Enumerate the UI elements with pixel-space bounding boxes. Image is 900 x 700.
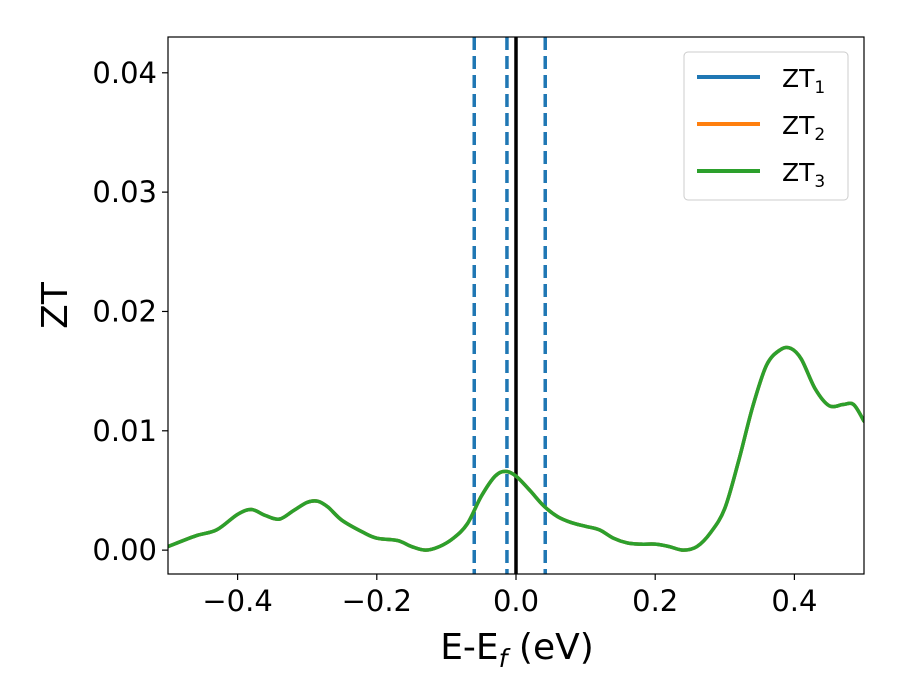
y-axis-label: ZT	[35, 281, 76, 329]
legend-label-2: ZT2	[782, 111, 825, 145]
series-lines	[168, 345, 864, 552]
x-axis-label: E-Ef (eV)	[440, 627, 594, 673]
legend: ZT1 ZT2 ZT3	[683, 51, 849, 201]
legend-box	[683, 51, 849, 201]
y-tick-label: 0.01	[92, 414, 157, 448]
x-tick-label: 0.4	[771, 584, 817, 618]
x-tick-label: −0.2	[342, 584, 412, 618]
y-tick-label: 0.03	[92, 175, 157, 209]
legend-entry-3: ZT3	[697, 158, 825, 192]
y-tick-label: 0.02	[92, 294, 157, 328]
reference-lines	[472, 37, 547, 574]
y-tick-label: 0.00	[92, 533, 157, 567]
x-tick-label: 0.0	[493, 584, 539, 618]
legend-label-1: ZT1	[782, 64, 825, 98]
series-line-zt3	[168, 345, 864, 552]
x-axis-ticks: −0.4 −0.2 0.0 0.2 0.4	[202, 574, 817, 618]
x-axis-label-main: E-E	[440, 627, 498, 668]
legend-entry-1: ZT1	[697, 64, 825, 98]
y-tick-label: 0.04	[92, 56, 157, 90]
x-tick-label: −0.4	[202, 584, 272, 618]
legend-entry-2: ZT2	[697, 111, 825, 145]
x-tick-label: 0.2	[632, 584, 678, 618]
y-axis-ticks: 0.00 0.01 0.02 0.03 0.04	[92, 56, 168, 567]
legend-label-3: ZT3	[782, 158, 825, 192]
x-axis-label-unit: (eV)	[507, 627, 593, 668]
